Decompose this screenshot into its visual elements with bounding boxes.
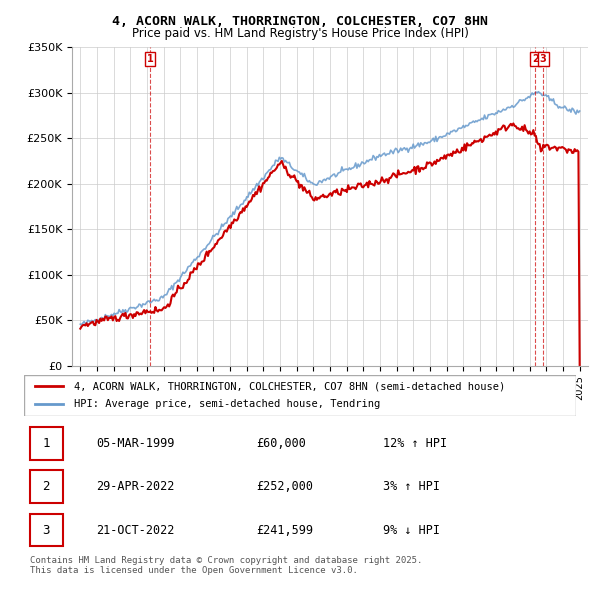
Text: HPI: Average price, semi-detached house, Tendring: HPI: Average price, semi-detached house,… xyxy=(74,399,380,409)
Text: £60,000: £60,000 xyxy=(256,437,306,450)
Text: 1: 1 xyxy=(146,54,153,64)
Text: 21-OCT-2022: 21-OCT-2022 xyxy=(96,524,174,537)
FancyBboxPatch shape xyxy=(24,375,576,416)
FancyBboxPatch shape xyxy=(29,514,62,546)
Text: 1: 1 xyxy=(43,437,50,450)
Text: Price paid vs. HM Land Registry's House Price Index (HPI): Price paid vs. HM Land Registry's House … xyxy=(131,27,469,40)
Text: 12% ↑ HPI: 12% ↑ HPI xyxy=(383,437,447,450)
Text: 2: 2 xyxy=(43,480,50,493)
Text: £252,000: £252,000 xyxy=(256,480,313,493)
Text: 2: 2 xyxy=(532,54,539,64)
Text: 3: 3 xyxy=(43,524,50,537)
FancyBboxPatch shape xyxy=(29,470,62,503)
Text: 4, ACORN WALK, THORRINGTON, COLCHESTER, CO7 8HN: 4, ACORN WALK, THORRINGTON, COLCHESTER, … xyxy=(112,15,488,28)
Text: 9% ↓ HPI: 9% ↓ HPI xyxy=(383,524,440,537)
Text: 3% ↑ HPI: 3% ↑ HPI xyxy=(383,480,440,493)
Text: 4, ACORN WALK, THORRINGTON, COLCHESTER, CO7 8HN (semi-detached house): 4, ACORN WALK, THORRINGTON, COLCHESTER, … xyxy=(74,381,505,391)
FancyBboxPatch shape xyxy=(29,427,62,460)
Text: Contains HM Land Registry data © Crown copyright and database right 2025.
This d: Contains HM Land Registry data © Crown c… xyxy=(30,556,422,575)
Text: 05-MAR-1999: 05-MAR-1999 xyxy=(96,437,174,450)
Text: 29-APR-2022: 29-APR-2022 xyxy=(96,480,174,493)
Text: £241,599: £241,599 xyxy=(256,524,313,537)
Text: 3: 3 xyxy=(540,54,547,64)
